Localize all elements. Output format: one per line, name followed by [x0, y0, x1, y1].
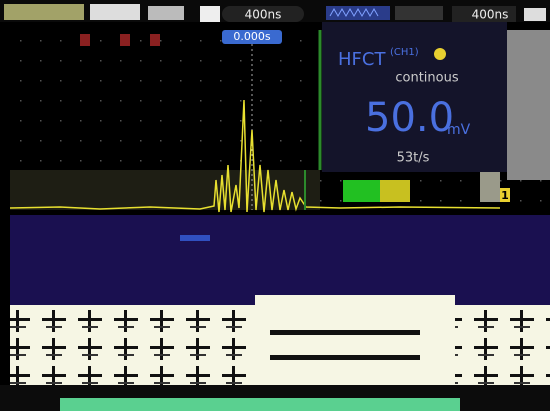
- glitch-band: [10, 215, 550, 305]
- glitch: [270, 355, 420, 360]
- menu-button[interactable]: [200, 6, 220, 22]
- glitch: [270, 330, 420, 335]
- toolbar-icons: [395, 6, 443, 20]
- channel-marker-box: [500, 188, 510, 202]
- mode: continous: [395, 71, 458, 86]
- channel-marker: 1: [501, 189, 509, 202]
- timebase-box: [452, 6, 516, 22]
- timebase-right: 400ns: [472, 8, 509, 22]
- trigger-position: 0.000s: [233, 30, 270, 43]
- timebase-box: [222, 6, 304, 22]
- measurement-panel: [322, 22, 507, 172]
- glitch-strip: [60, 398, 460, 411]
- amplitude: 50.0: [365, 95, 454, 141]
- toolbar-icons: [148, 6, 184, 20]
- glitch-block: [255, 295, 455, 385]
- glitch: [150, 34, 160, 46]
- side-column: [507, 30, 550, 180]
- sensor: HFCT: [338, 49, 386, 70]
- trigger-marker: [222, 30, 282, 44]
- glitch: [80, 34, 90, 46]
- timebase-left: 400ns: [245, 8, 282, 22]
- channel: (CH1): [390, 47, 419, 58]
- toolbar-icons: [90, 4, 140, 20]
- glitch: [180, 235, 210, 241]
- side-block: [480, 172, 500, 202]
- toolbar-icons: [4, 4, 84, 20]
- level-bar: [343, 180, 380, 202]
- glitch: [120, 34, 130, 46]
- trigger-wave: [329, 7, 379, 18]
- waveform: [9, 99, 501, 213]
- level-bar: [380, 180, 410, 202]
- rate: 53t/s: [397, 151, 430, 166]
- indicator-bulb: [434, 48, 446, 60]
- unit: mV: [447, 122, 471, 138]
- battery: [524, 8, 546, 21]
